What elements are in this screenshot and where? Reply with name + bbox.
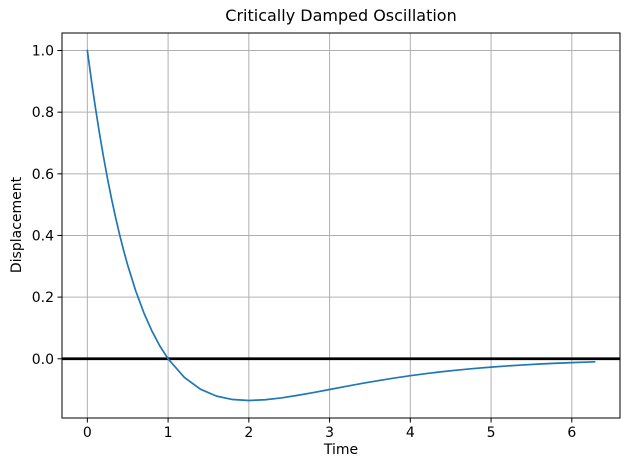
x-tick-label: 6 bbox=[567, 425, 576, 441]
x-tick-label: 0 bbox=[83, 425, 92, 441]
chart-title: Critically Damped Oscillation bbox=[225, 6, 456, 25]
x-tick-label: 5 bbox=[487, 425, 496, 441]
y-tick-label: 0.2 bbox=[32, 290, 54, 306]
y-axis-label: Displacement bbox=[9, 176, 25, 273]
x-tick-label: 2 bbox=[244, 425, 253, 441]
axes-layer bbox=[57, 32, 621, 423]
x-tick-label: 4 bbox=[406, 425, 415, 441]
grid-layer bbox=[62, 33, 620, 418]
x-axis-label: Time bbox=[323, 442, 358, 458]
y-tick-label: 0.8 bbox=[32, 105, 54, 121]
plot-layer bbox=[62, 49, 620, 402]
x-tick-label: 1 bbox=[164, 425, 173, 441]
y-tick-label: 0.0 bbox=[32, 352, 54, 368]
x-tick-label: 3 bbox=[325, 425, 334, 441]
y-tick-label: 0.4 bbox=[32, 228, 54, 244]
series-line-displacement bbox=[86, 49, 596, 402]
tick-label-layer: 0 1 2 3 4 5 6 0.0 0.2 0.4 0.6 0.8 1.0 bbox=[32, 44, 577, 441]
y-tick-label: 1.0 bbox=[32, 44, 54, 60]
y-tick-label: 0.6 bbox=[32, 167, 54, 183]
axes-spines bbox=[61, 32, 621, 419]
